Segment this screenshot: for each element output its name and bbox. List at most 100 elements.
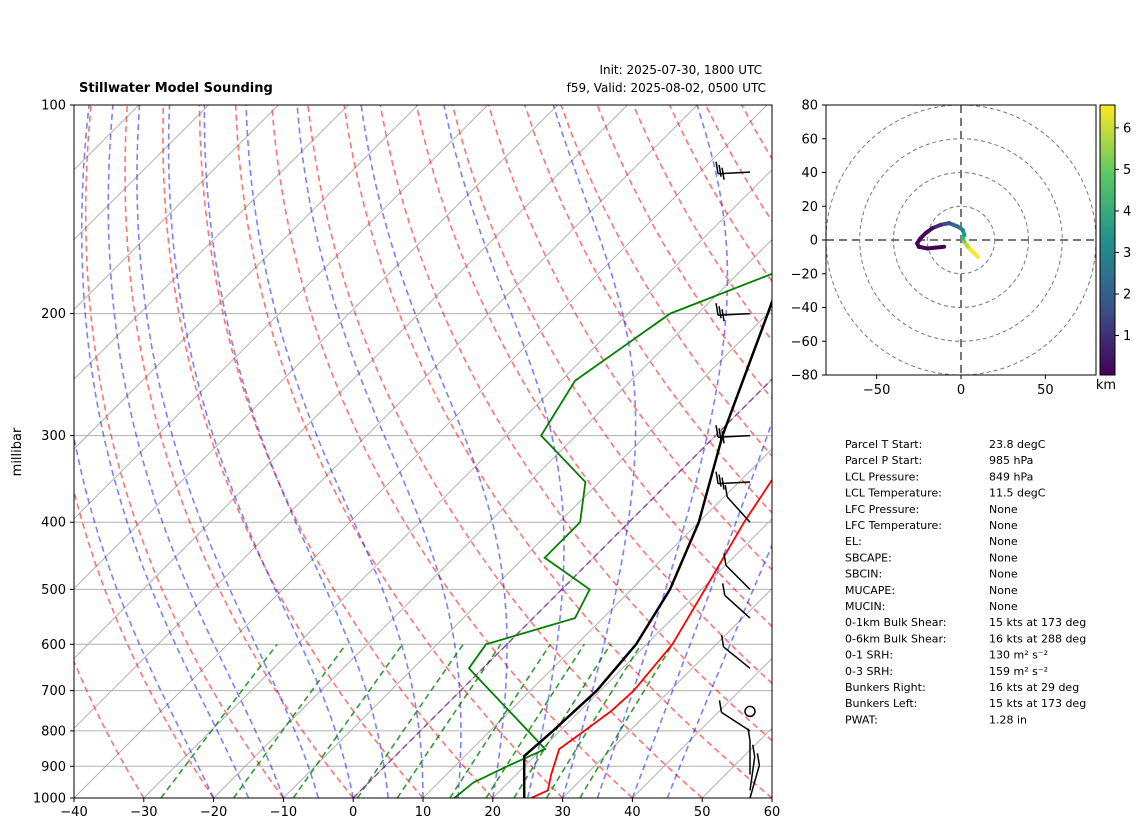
init-time: Init: 2025-07-30, 1800 UTC <box>599 63 762 77</box>
param-label: 0-6km Bulk Shear: <box>845 632 947 645</box>
hodograph-segment <box>965 244 980 259</box>
dry-adiabat <box>74 487 215 798</box>
wind-barb-flag <box>718 306 722 319</box>
mixing-ratio-line <box>292 643 404 798</box>
x-tick-label: 20 <box>485 805 502 820</box>
mixing-ratio-line <box>356 643 464 798</box>
wind-barb-flag <box>721 309 725 322</box>
wind-barb-flag <box>751 744 756 757</box>
colorbar-tick-label: 2 <box>1123 288 1131 303</box>
skewt-frame <box>73 104 773 799</box>
mixing-ratio-line <box>485 643 586 798</box>
moist-adiabat <box>167 105 354 798</box>
dry-adiabat <box>124 105 354 798</box>
x-tick-label: −40 <box>60 805 87 820</box>
wind-barb-staff <box>749 765 761 799</box>
wind-barb-flag <box>715 425 719 438</box>
hodograph-rings <box>826 105 1096 375</box>
colorbar-label: km <box>1096 378 1116 393</box>
wind-barb-flag <box>747 728 751 741</box>
hodograph-ring <box>926 205 996 275</box>
param-label: MUCAPE: <box>845 584 895 597</box>
x-tick-label: −20 <box>200 805 227 820</box>
hodo-y-tick-label: 40 <box>801 166 818 181</box>
isotherm-line <box>74 105 279 311</box>
isotherm-line <box>632 657 772 798</box>
param-label: 0-1km Bulk Shear: <box>845 616 947 629</box>
mixing-ratio-line <box>449 643 552 798</box>
wind-barb-flag <box>721 167 725 180</box>
dry-adiabat <box>198 105 494 798</box>
isotherm-line <box>701 727 772 798</box>
mixing-ratio-line <box>513 643 612 798</box>
param-label: SBCIN: <box>845 568 882 581</box>
dry-adiabat <box>560 105 772 458</box>
param-value: 15 kts at 173 deg <box>989 697 1086 710</box>
isotherm-line <box>74 105 768 798</box>
dry-adiabat <box>271 105 633 798</box>
isotherm-line <box>74 105 209 241</box>
mixing-ratio-line <box>160 643 278 798</box>
colorbar-tick-label: 1 <box>1123 329 1131 344</box>
param-label: 0-3 SRH: <box>845 665 893 678</box>
param-label: SBCAPE: <box>845 551 892 564</box>
param-label: LFC Pressure: <box>845 503 919 516</box>
colorbar-tick-label: 3 <box>1123 246 1131 261</box>
wind-barb-flag <box>718 700 723 713</box>
isotherm-line <box>213 238 772 798</box>
moist-adiabat <box>666 543 772 798</box>
param-value: 23.8 degC <box>989 438 1046 451</box>
hodo-y-tick-label: 60 <box>801 132 818 147</box>
param-value: None <box>989 535 1018 548</box>
y-tick-label: 400 <box>41 516 66 531</box>
hodograph-segment <box>933 244 947 250</box>
isotherm-line <box>422 448 772 798</box>
dry-adiabat <box>778 105 1142 798</box>
param-value: 15 kts at 173 deg <box>989 616 1086 629</box>
isotherm-line <box>562 587 772 798</box>
isotherm-line <box>74 105 698 729</box>
y-tick-label: 1000 <box>33 792 66 807</box>
wind-barb-staff <box>725 564 751 590</box>
wind-barb-flag <box>718 474 722 487</box>
dry-adiabat <box>234 105 564 798</box>
wind-barb-staff <box>726 496 751 523</box>
mixing-ratio-line <box>545 643 642 798</box>
x-tick-label: −30 <box>130 805 157 820</box>
param-label: Bunkers Right: <box>845 681 926 694</box>
param-value: 16 kts at 29 deg <box>989 681 1079 694</box>
x-tick-label: 30 <box>554 805 571 820</box>
dry-adiabat <box>668 105 772 283</box>
parcel-profile <box>522 298 772 798</box>
moist-adiabat <box>360 105 508 798</box>
isotherm-line <box>74 105 489 520</box>
wind-barb-flag <box>715 471 719 484</box>
skewt-axes: −40 −30 −20 −10 0 10 20 30 40 50 60 100 200 300 400 500… <box>33 99 780 821</box>
moist-adiabat <box>74 433 215 798</box>
moist-adiabat <box>136 105 320 798</box>
mixing-ratio-line <box>396 643 502 798</box>
dry-adiabat <box>596 105 772 400</box>
dry-adiabat <box>451 105 772 628</box>
colorbar-ticks: 6 5 4 3 2 1 <box>1115 121 1131 344</box>
skewt-background-lines <box>74 105 1142 798</box>
hodo-y-tick-label: 0 <box>810 234 818 249</box>
moist-adiabat <box>631 419 772 798</box>
wind-barb-staff <box>724 594 751 619</box>
param-label: LCL Pressure: <box>845 470 919 483</box>
param-value: 16 kts at 288 deg <box>989 632 1086 645</box>
wind-barb-flag <box>718 428 722 441</box>
hodo-x-tick-label: −50 <box>863 383 890 398</box>
hodo-y-tick-label: 20 <box>801 200 818 215</box>
hodo-x-tick-label: 0 <box>957 383 965 398</box>
wind-barb-flag <box>721 477 725 490</box>
param-label: MUCIN: <box>845 600 885 613</box>
param-value: 159 m² s⁻² <box>989 665 1048 678</box>
height-colorbar <box>1099 104 1116 376</box>
chart-title: Stillwater Model Sounding <box>79 81 273 96</box>
y-tick-label: 500 <box>41 583 66 598</box>
param-value: None <box>989 551 1018 564</box>
y-tick-label: 100 <box>41 99 66 114</box>
param-label: LCL Temperature: <box>845 487 942 500</box>
